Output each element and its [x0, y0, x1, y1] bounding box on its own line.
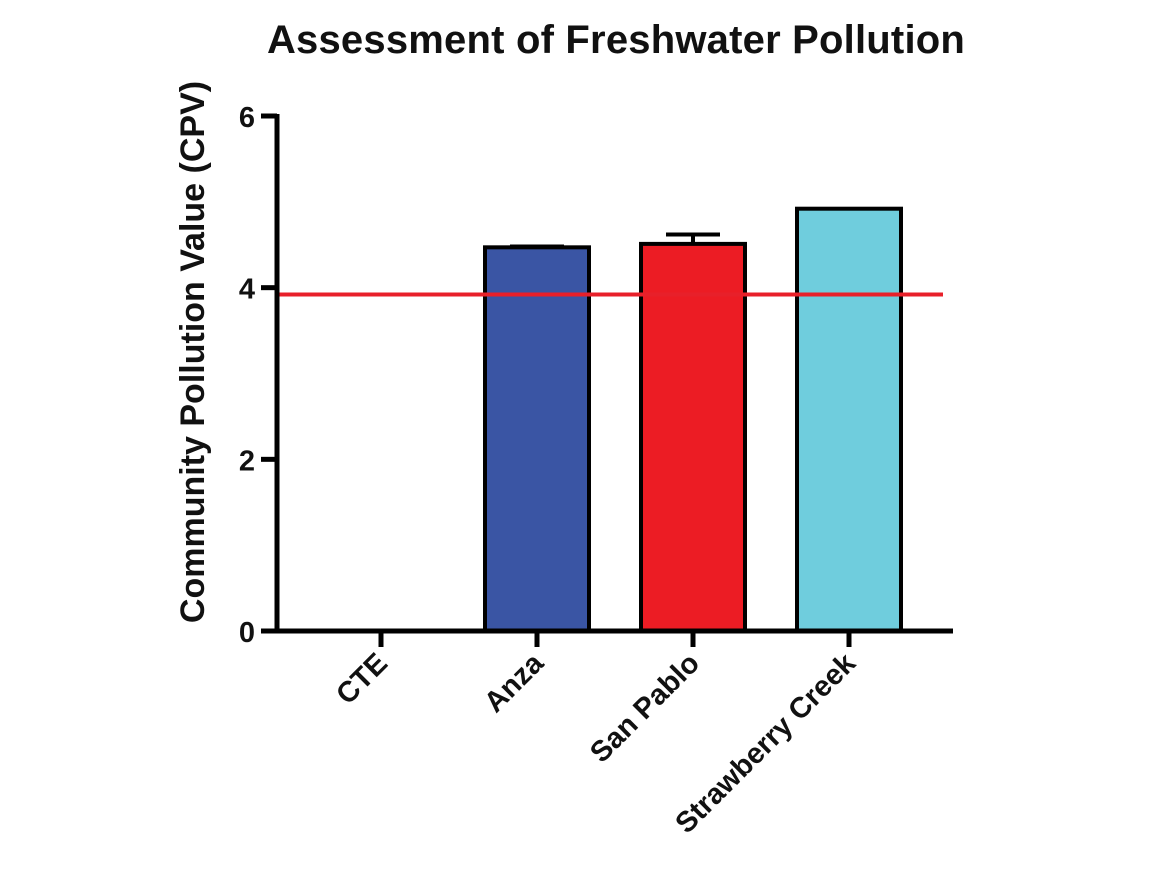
bars-layer: [483, 206, 903, 633]
x-tick-label-san-pablo: San Pablo: [584, 647, 706, 769]
chart-title: Assessment of Freshwater Pollution: [266, 18, 966, 62]
y-tick-label-4: 4: [239, 274, 255, 306]
error-bars-layer: [510, 232, 720, 249]
y-tick-label-0: 0: [239, 617, 255, 649]
x-tick-label-cte: CTE: [330, 647, 394, 711]
error-bar-san-pablo: [666, 232, 720, 244]
bar-anza: [483, 245, 591, 633]
bar-strawberry-creek: [795, 206, 903, 633]
y-axis-title: Community Pollution Value (CPV): [174, 81, 212, 623]
y-tick-label-6: 6: [239, 102, 255, 134]
y-tick-label-2: 2: [239, 445, 255, 477]
axes-layer: [261, 113, 953, 647]
x-tick-label-anza: Anza: [478, 647, 550, 719]
bar-san-pablo: [639, 241, 747, 633]
error-bar-anza: [510, 244, 564, 249]
